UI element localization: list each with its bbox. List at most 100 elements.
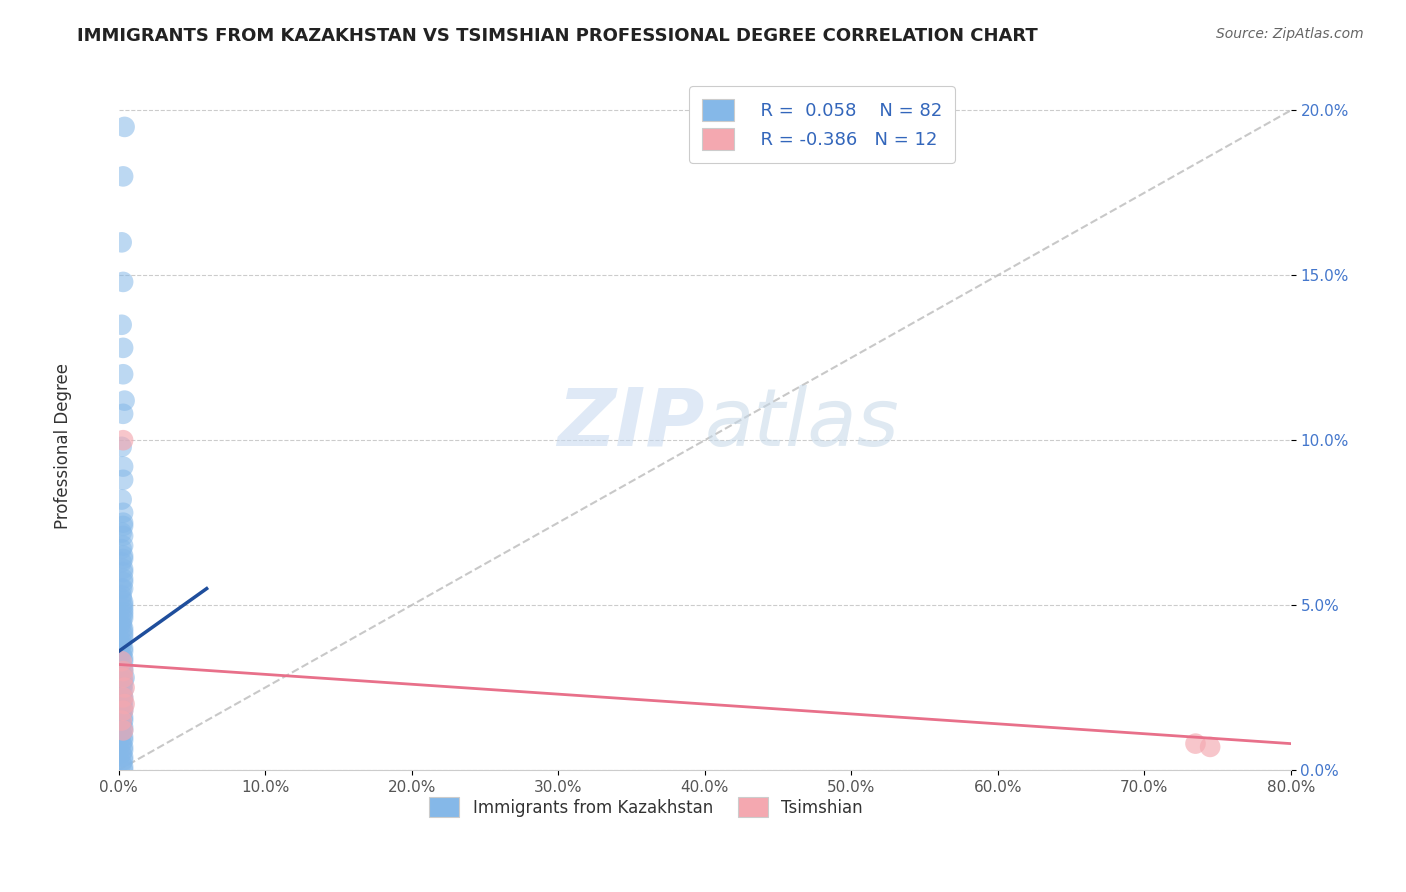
Point [114,697,136,711]
Point [112,598,135,612]
Point [112,631,135,645]
Point [112,644,135,658]
Point [112,749,135,764]
Point [114,120,136,134]
Point [1184,737,1206,751]
Point [111,235,134,250]
Point [111,687,134,701]
Point [112,677,135,691]
Point [111,555,134,569]
Point [112,562,135,576]
Point [112,690,135,705]
Point [111,756,134,771]
Point [112,739,135,754]
Text: IMMIGRANTS FROM KAZAKHSTAN VS TSIMSHIAN PROFESSIONAL DEGREE CORRELATION CHART: IMMIGRANTS FROM KAZAKHSTAN VS TSIMSHIAN … [77,27,1038,45]
Point [112,723,135,738]
Point [112,760,135,774]
Point [112,664,135,678]
Text: Source: ZipAtlas.com: Source: ZipAtlas.com [1216,27,1364,41]
Point [111,525,134,540]
Point [111,615,134,629]
Point [112,611,135,625]
Point [111,588,134,602]
Point [112,607,135,622]
Point [111,667,134,681]
Point [111,654,134,668]
Point [112,763,135,777]
Point [111,681,134,695]
Text: ZIP: ZIP [557,384,704,463]
Point [112,539,135,553]
Point [112,407,135,421]
Text: Professional Degree: Professional Degree [55,363,72,529]
Point [112,368,135,382]
Point [114,681,136,695]
Point [112,595,135,609]
Point [112,628,135,642]
Point [111,706,134,721]
Point [111,618,134,632]
Point [112,572,135,586]
Point [114,393,136,408]
Point [112,582,135,596]
Point [111,747,134,761]
Point [112,473,135,487]
Point [111,634,134,648]
Point [112,730,135,744]
Point [111,648,134,662]
Point [112,700,135,714]
Point [112,640,135,655]
Point [112,664,135,678]
Point [112,704,135,718]
Point [112,621,135,635]
Point [111,727,134,741]
Point [112,601,135,615]
Point [1199,739,1222,754]
Text: atlas: atlas [704,384,900,463]
Point [111,582,134,596]
Point [112,743,135,757]
Point [112,671,135,685]
Point [111,591,134,606]
Point [112,651,135,665]
Point [112,694,135,708]
Point [112,654,135,668]
Point [112,506,135,520]
Point [112,574,135,589]
Point [112,720,135,734]
Point [111,638,134,652]
Point [111,492,134,507]
Point [111,737,134,751]
Point [112,714,135,728]
Point [112,519,135,533]
Point [112,605,135,619]
Point [112,552,135,566]
Point [112,549,135,563]
Point [112,434,135,448]
Point [112,459,135,474]
Point [112,275,135,289]
Point [112,733,135,747]
Point [111,542,134,557]
Point [112,169,135,184]
Point [112,565,135,579]
Point [111,697,134,711]
Point [112,753,135,767]
Point [112,704,135,718]
Point [112,516,135,530]
Point [112,624,135,639]
Point [111,318,134,332]
Point [111,440,134,454]
Point [112,529,135,543]
Point [112,723,135,738]
Point [112,673,135,688]
Point [112,341,135,355]
Point [112,683,135,698]
Point [112,661,135,675]
Legend: Immigrants from Kazakhstan, Tsimshian: Immigrants from Kazakhstan, Tsimshian [423,790,869,824]
Point [112,710,135,724]
Point [111,716,134,731]
Point [111,714,134,728]
Point [114,671,136,685]
Point [112,690,135,705]
